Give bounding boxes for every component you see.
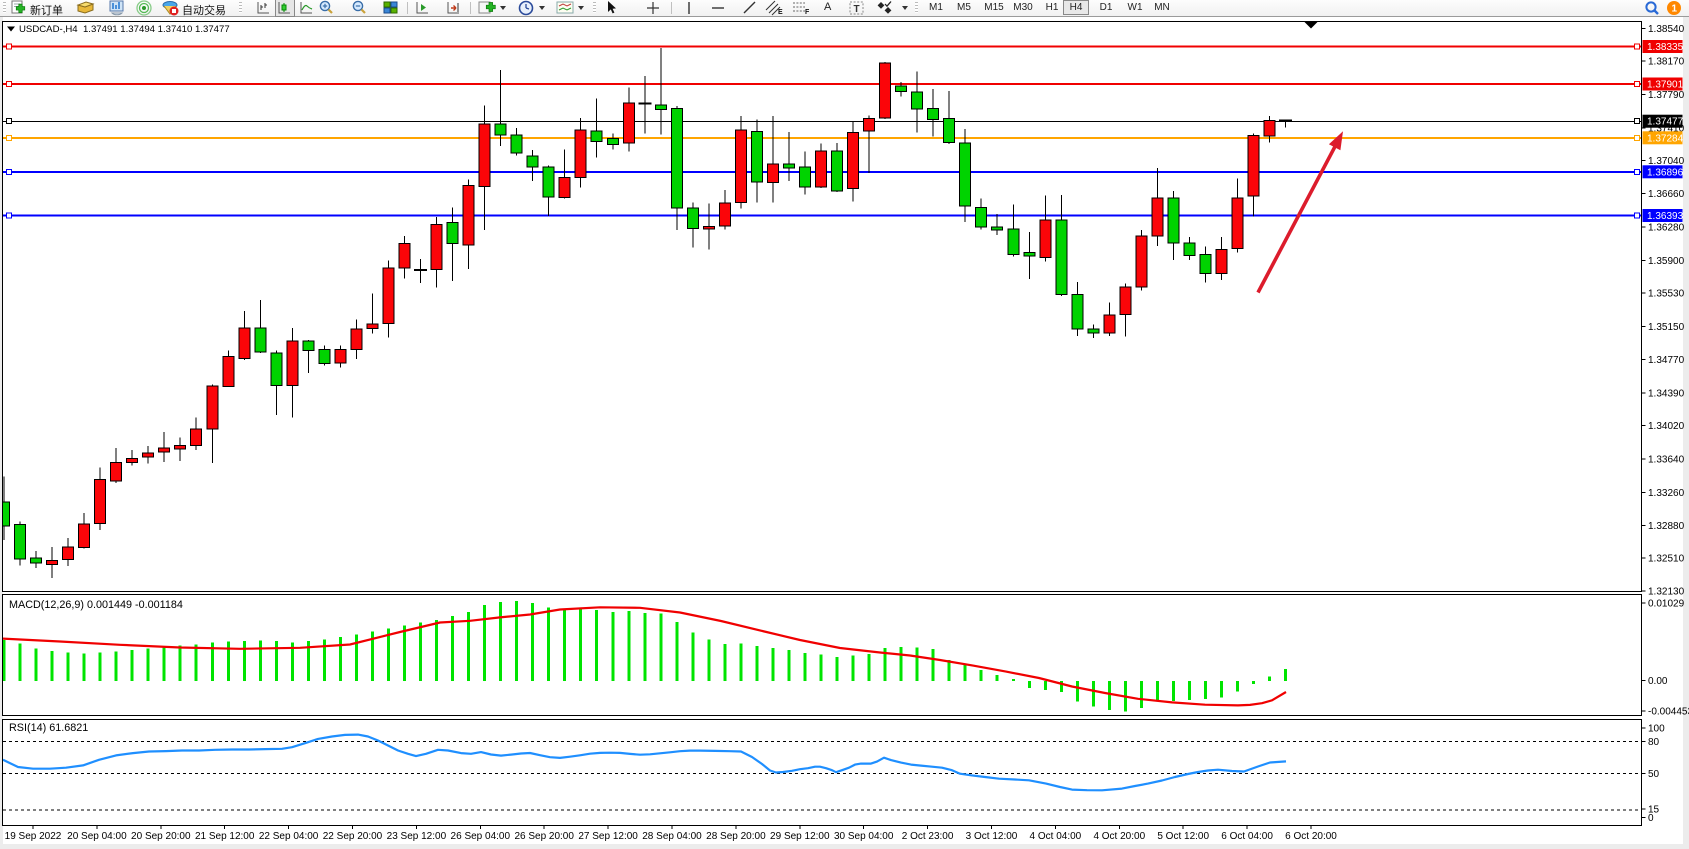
svg-text:1.37901: 1.37901 [1647, 80, 1684, 91]
svg-text:0: 0 [1648, 813, 1654, 824]
svg-text:1.33260: 1.33260 [1648, 488, 1685, 499]
svg-text:1.32130: 1.32130 [1648, 587, 1685, 598]
svg-text:1.38335: 1.38335 [1647, 42, 1684, 53]
svg-text:1.34770: 1.34770 [1648, 355, 1685, 366]
svg-text:1.32880: 1.32880 [1648, 521, 1685, 532]
svg-text:1.38170: 1.38170 [1648, 57, 1685, 68]
svg-text:1.35530: 1.35530 [1648, 288, 1685, 299]
svg-text:1.37410: 1.37410 [1648, 123, 1685, 134]
svg-text:26 Sep 04:00: 26 Sep 04:00 [451, 831, 511, 842]
svg-text:1.35150: 1.35150 [1648, 322, 1685, 333]
svg-text:1.34020: 1.34020 [1648, 421, 1685, 432]
svg-text:F: F [805, 9, 810, 16]
svg-text:28 Sep 04:00: 28 Sep 04:00 [642, 831, 702, 842]
svg-text:RSI(14) 61.6821: RSI(14) 61.6821 [9, 722, 88, 734]
svg-text:1.37284: 1.37284 [1647, 133, 1684, 144]
svg-text:6 Oct 20:00: 6 Oct 20:00 [1285, 831, 1337, 842]
svg-text:T: T [854, 4, 860, 15]
svg-text:50: 50 [1648, 769, 1660, 780]
svg-text:29 Sep 12:00: 29 Sep 12:00 [770, 831, 830, 842]
svg-text:20 Sep 20:00: 20 Sep 20:00 [131, 831, 191, 842]
svg-text:1.36660: 1.36660 [1648, 189, 1685, 200]
svg-text:23 Sep 12:00: 23 Sep 12:00 [387, 831, 447, 842]
svg-text:0.00: 0.00 [1648, 676, 1668, 687]
svg-text:27 Sep 12:00: 27 Sep 12:00 [578, 831, 638, 842]
svg-text:21 Sep 12:00: 21 Sep 12:00 [195, 831, 255, 842]
svg-text:15: 15 [1648, 805, 1660, 816]
svg-text:1.37790: 1.37790 [1648, 90, 1685, 101]
svg-text:1.36393: 1.36393 [1647, 211, 1684, 222]
svg-text:30 Sep 04:00: 30 Sep 04:00 [834, 831, 894, 842]
svg-text:MACD(12,26,9) 0.001449 -0.0011: MACD(12,26,9) 0.001449 -0.001184 [9, 599, 183, 611]
svg-text:E: E [778, 9, 783, 16]
svg-text:4 Oct 04:00: 4 Oct 04:00 [1030, 831, 1082, 842]
svg-text:5 Oct 12:00: 5 Oct 12:00 [1157, 831, 1209, 842]
svg-text:1.33640: 1.33640 [1648, 454, 1685, 465]
svg-text:2 Oct 23:00: 2 Oct 23:00 [902, 831, 954, 842]
svg-text:22 Sep 04:00: 22 Sep 04:00 [259, 831, 319, 842]
svg-text:1.38540: 1.38540 [1648, 24, 1685, 35]
svg-text:1.35900: 1.35900 [1648, 256, 1685, 267]
svg-text:1.34390: 1.34390 [1648, 389, 1685, 400]
svg-text:1.32510: 1.32510 [1648, 554, 1685, 565]
svg-text:1.36896: 1.36896 [1647, 167, 1684, 178]
svg-text:6 Oct 04:00: 6 Oct 04:00 [1221, 831, 1273, 842]
svg-text:100: 100 [1648, 723, 1665, 734]
svg-text:1: 1 [1672, 4, 1678, 15]
svg-text:80: 80 [1648, 737, 1660, 748]
svg-text:0.01029: 0.01029 [1648, 598, 1685, 609]
svg-text:28 Sep 20:00: 28 Sep 20:00 [706, 831, 766, 842]
svg-text:26 Sep 20:00: 26 Sep 20:00 [514, 831, 574, 842]
svg-text:1.36280: 1.36280 [1648, 223, 1685, 234]
svg-text:20 Sep 04:00: 20 Sep 04:00 [67, 831, 127, 842]
svg-text:-0.004453: -0.004453 [1648, 707, 1689, 718]
svg-text:USDCAD-,H4 1.37491 1.37494 1.: USDCAD-,H4 1.37491 1.37494 1.37410 1.374… [19, 24, 230, 35]
svg-text:22 Sep 20:00: 22 Sep 20:00 [323, 831, 383, 842]
svg-text:4 Oct 20:00: 4 Oct 20:00 [1093, 831, 1145, 842]
svg-text:1.37477: 1.37477 [1647, 117, 1684, 128]
svg-text:1.37040: 1.37040 [1648, 156, 1685, 167]
svg-text:19 Sep 2022: 19 Sep 2022 [5, 831, 62, 842]
svg-text:3 Oct 12:00: 3 Oct 12:00 [966, 831, 1018, 842]
